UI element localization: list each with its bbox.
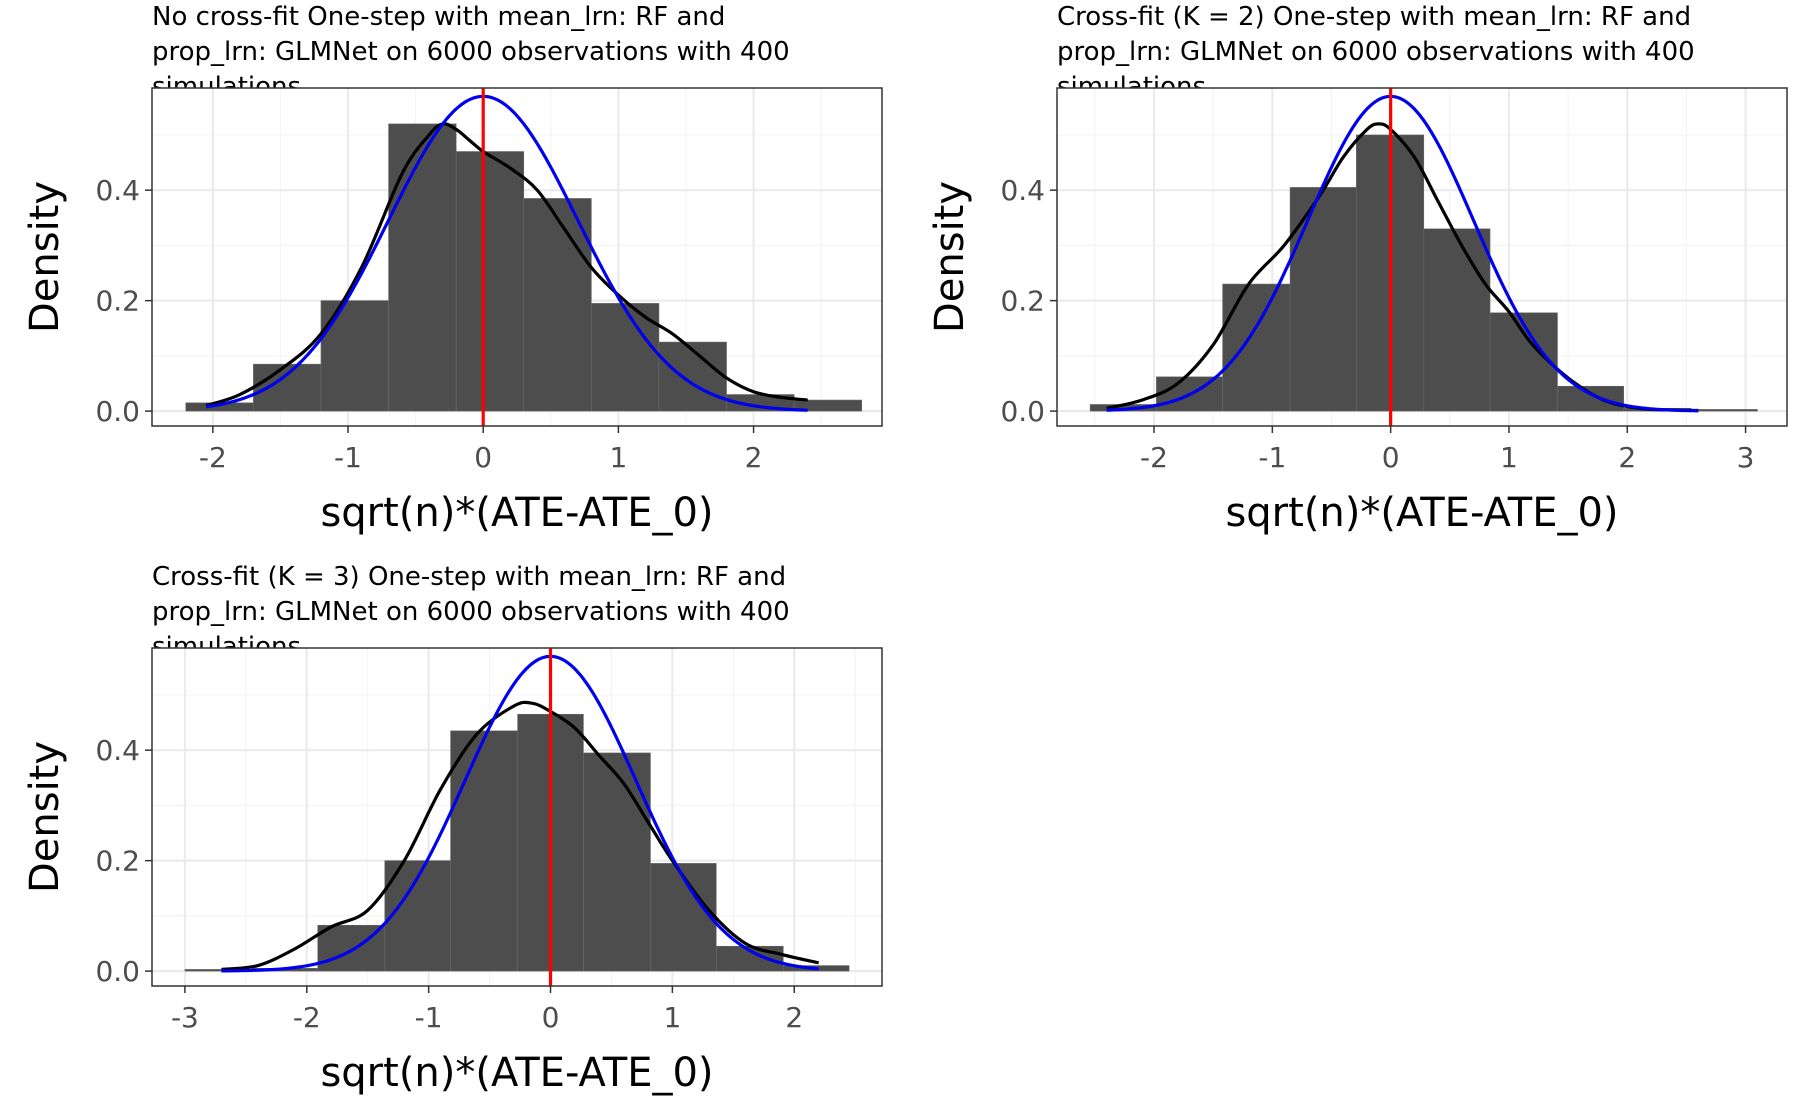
- axis-ticks: -3 -2 -1 0 1 2 0.0 0.2 0.4: [95, 734, 803, 1034]
- x-tick-label: -1: [415, 1001, 443, 1034]
- curve-layer: [205, 88, 808, 426]
- kernel-density-curve: [221, 700, 819, 972]
- chart-title-line-1: Cross-fit (K = 2) One-step with mean_lrn…: [1057, 2, 1691, 32]
- x-axis-title: sqrt(n)*(ATE-ATE_0): [320, 1050, 713, 1096]
- x-axis-title: sqrt(n)*(ATE-ATE_0): [320, 490, 713, 536]
- histogram-bar: [650, 863, 717, 972]
- y-tick-label: 0.2: [1000, 285, 1045, 318]
- y-tick-label: 0.2: [95, 285, 140, 318]
- histogram-bar: [523, 198, 592, 412]
- chart-panel: Cross-fit (K = 2) One-step with mean_lrn…: [927, 2, 1788, 536]
- chart-title-line-1: No cross-fit One-step with mean_lrn: RF …: [152, 2, 725, 32]
- histogram-bar: [1222, 283, 1291, 412]
- x-tick-label: 0: [1382, 441, 1400, 474]
- histogram-bar: [1690, 409, 1758, 412]
- x-tick-label: -1: [1258, 441, 1286, 474]
- chart-panel: Cross-fit (K = 3) One-step with mean_lrn…: [22, 562, 883, 1096]
- x-tick-label: -2: [293, 1001, 321, 1034]
- x-tick-label: -3: [171, 1001, 199, 1034]
- y-tick-label: 0.0: [95, 395, 140, 428]
- panel-border: [151, 87, 883, 427]
- x-tick-label: 0: [542, 1001, 560, 1034]
- x-tick-label: 1: [1500, 441, 1518, 474]
- y-tick-label: 0.2: [95, 845, 140, 878]
- kernel-density-curve: [205, 122, 808, 408]
- y-axis-title: Density: [927, 181, 973, 333]
- curve-layer: [221, 648, 819, 986]
- x-tick-label: 2: [785, 1001, 803, 1034]
- axis-ticks: -2 -1 0 1 2 0.0 0.2 0.4: [95, 174, 762, 474]
- histogram-bar: [1557, 385, 1625, 412]
- axis-ticks: -2 -1 0 1 2 3 0.0 0.2 0.4: [1000, 174, 1754, 474]
- histogram-bar: [793, 399, 863, 412]
- y-tick-label: 0.0: [1000, 395, 1045, 428]
- histogram-bar: [591, 303, 660, 412]
- histogram-bar: [1423, 228, 1491, 412]
- curve-layer: [1106, 88, 1699, 426]
- chart-title-line-1: Cross-fit (K = 3) One-step with mean_lrn…: [152, 562, 786, 592]
- chart-title-line-2: prop_lrn: GLMNet on 6000 observations wi…: [1057, 37, 1695, 67]
- histogram-bars: [185, 123, 863, 412]
- x-tick-label: 2: [1618, 441, 1636, 474]
- chart-panel: No cross-fit One-step with mean_lrn: RF …: [22, 2, 883, 536]
- panel-border: [1056, 87, 1788, 427]
- x-tick-label: -2: [199, 441, 227, 474]
- histogram-bar: [450, 730, 518, 972]
- y-tick-label: 0.4: [95, 734, 140, 767]
- histogram-bar: [1489, 312, 1558, 412]
- x-axis-title: sqrt(n)*(ATE-ATE_0): [1225, 490, 1618, 536]
- histogram-bar: [455, 151, 525, 412]
- chart-title-line-2: prop_lrn: GLMNet on 6000 observations wi…: [152, 37, 790, 67]
- histogram-bar: [388, 123, 457, 412]
- x-tick-label: 0: [474, 441, 492, 474]
- x-tick-label: 3: [1737, 441, 1755, 474]
- x-tick-label: 2: [745, 441, 763, 474]
- x-tick-label: 1: [663, 1001, 681, 1034]
- x-tick-label: 1: [609, 441, 627, 474]
- y-tick-label: 0.0: [95, 955, 140, 988]
- histogram-bar: [583, 752, 651, 972]
- y-tick-label: 0.4: [1000, 174, 1045, 207]
- histogram-bar: [1289, 187, 1357, 412]
- histogram-bar: [253, 363, 322, 412]
- y-axis-title: Density: [22, 741, 68, 893]
- x-tick-label: -2: [1140, 441, 1168, 474]
- normal-reference-curve: [1106, 94, 1699, 413]
- normal-reference-curve: [221, 654, 819, 973]
- x-tick-label: -1: [334, 441, 362, 474]
- y-axis-title: Density: [22, 181, 68, 333]
- chart-title-line-2: prop_lrn: GLMNet on 6000 observations wi…: [152, 597, 790, 627]
- panel-border: [151, 647, 883, 987]
- y-tick-label: 0.4: [95, 174, 140, 207]
- histogram-bar: [658, 341, 727, 412]
- normal-reference-curve: [205, 94, 808, 412]
